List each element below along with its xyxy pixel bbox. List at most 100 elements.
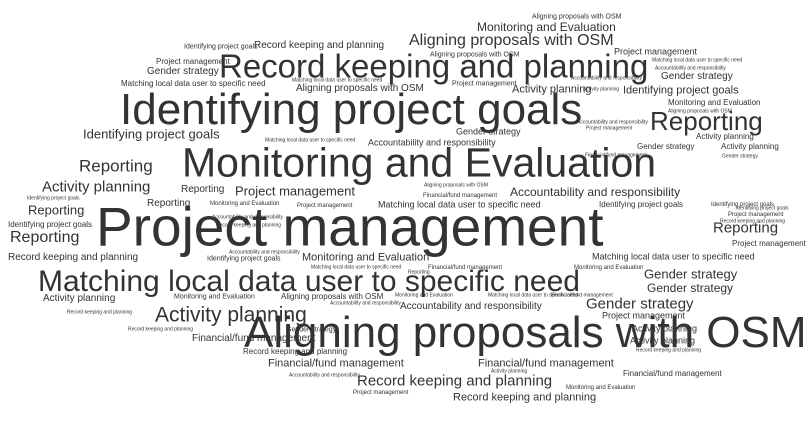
word: Record keeping and planning <box>357 372 553 390</box>
word: Accountability and responsibility <box>577 119 648 126</box>
word: Accountability and responsibility <box>655 65 726 72</box>
word: Financial/fund management <box>192 333 316 344</box>
word: Project management <box>353 390 409 396</box>
word: Record keeping and planning <box>8 252 139 263</box>
word: Gender strategy <box>286 326 337 334</box>
word: Project management <box>728 212 784 218</box>
word: Project management <box>156 57 230 66</box>
word: Matching local data user to specific nee… <box>265 137 356 144</box>
word: Record keeping and planning <box>128 326 194 333</box>
word: Financial/fund management <box>268 357 404 370</box>
word: Financial/fund management <box>585 152 647 159</box>
word: Matching local data user to specific nee… <box>592 251 755 262</box>
word: Accountability and responsibility <box>571 75 642 82</box>
word: Matching local data user to specific nee… <box>311 264 402 271</box>
word: Monitoring and Evaluation <box>668 98 761 107</box>
word: Matching local data user to specific nee… <box>38 265 580 298</box>
word: Activity planning <box>155 303 307 327</box>
word: Aligning proposals with OSM <box>668 108 732 115</box>
word: Activity planning <box>42 178 151 196</box>
word: Gender strategy <box>647 281 734 295</box>
word: Aligning proposals with OSM <box>281 292 384 301</box>
word: Gender strategy <box>722 153 758 160</box>
word: Matching local data user to specific nee… <box>488 292 579 299</box>
word: Record keeping and planning <box>254 40 385 51</box>
word: Matching local data user to specific nee… <box>378 199 541 210</box>
word: Project management <box>732 239 806 248</box>
word: Aligning proposals with OSM <box>409 32 614 49</box>
word: Activity planning <box>512 83 592 96</box>
word: Reporting <box>650 106 763 136</box>
word: Monitoring and Evaluation <box>182 139 657 186</box>
word: Identifying project goals <box>120 85 583 134</box>
word: Reporting <box>10 229 80 246</box>
word: Activity planning <box>491 368 528 375</box>
word: Record keeping and planning <box>67 309 133 316</box>
word: Financial/fund management <box>428 265 503 271</box>
word: Gender strategy <box>147 66 219 77</box>
word: Identifying project goals <box>736 205 789 212</box>
word: Record keeping and planning <box>219 47 649 85</box>
word: Reporting <box>181 184 225 195</box>
word: Monitoring and Evaluation <box>566 385 636 391</box>
word: Matching local data user to specific nee… <box>292 77 383 84</box>
word: Activity planning <box>721 142 779 151</box>
word: Record keeping and planning <box>636 347 702 354</box>
word: Aligning proposals with OSM <box>244 308 807 357</box>
word: Accountability and responsibility <box>510 185 681 199</box>
word: Financial/fund management <box>478 357 614 370</box>
word: Accountability and responsibility <box>330 300 401 307</box>
word: Financial/fund management <box>551 292 613 299</box>
word: Reporting <box>79 156 153 176</box>
word: Activity planning <box>43 293 116 304</box>
word: Identifying project goals <box>184 43 258 51</box>
word: Monitoring and Evaluation <box>302 251 430 264</box>
word: Gender strategy <box>637 142 695 151</box>
word: Identifying project goals <box>207 255 281 263</box>
word: Activity planning <box>696 132 754 141</box>
word: Project management <box>297 203 353 209</box>
word: Identifying project goals <box>27 195 80 202</box>
word: Monitoring and Evaluation <box>477 20 616 34</box>
word: Monitoring and Evaluation <box>395 292 453 299</box>
word: Accountability and responsibility <box>400 301 542 312</box>
word: Aligning proposals with OSM <box>424 182 488 189</box>
word: Gender strategy <box>661 71 733 82</box>
word: Gender strategy <box>586 295 694 313</box>
word: Identifying project goals <box>8 220 93 229</box>
word: Reporting <box>713 219 779 237</box>
word: Project management <box>602 310 686 321</box>
word: Monitoring and Evaluation <box>174 293 255 301</box>
word: Accountability and responsibility <box>229 249 300 256</box>
word: Reporting <box>147 198 191 209</box>
word: Identifying project goals <box>623 84 739 97</box>
word: Activity planning <box>632 323 698 334</box>
word: Project management <box>586 125 633 132</box>
word: Matching local data user to specific nee… <box>652 57 743 64</box>
word: Matching local data user to specific nee… <box>121 79 266 88</box>
word: Gender strategy <box>456 126 521 137</box>
word: Project management <box>96 195 604 258</box>
word: Project management <box>452 80 517 88</box>
word: Accountability and responsibility <box>368 137 496 148</box>
word: Activity planning <box>583 86 620 93</box>
word: Financial/fund management <box>423 193 498 199</box>
word: Reporting <box>408 269 430 276</box>
word: Project management <box>614 46 698 57</box>
word: Record keeping and planning <box>720 218 786 225</box>
word: Aligning proposals with OSM <box>532 13 622 21</box>
word: Record keeping and planning <box>453 391 597 404</box>
word: Monitoring and Evaluation <box>210 201 280 207</box>
word: Accountability and responsibility <box>212 214 283 221</box>
word: Project management <box>235 183 355 199</box>
word: Financial/fund management <box>623 369 722 378</box>
word: Gender strategy <box>644 266 738 282</box>
word: Identifying project goals <box>83 126 220 142</box>
word: Record keeping and planning <box>243 347 348 356</box>
word: Reporting <box>28 202 85 218</box>
word: Accountability and responsibility <box>289 372 360 379</box>
word: Aligning proposals with OSM <box>430 51 520 59</box>
word: Record keeping and planning <box>216 222 282 229</box>
word: Identifying project goals <box>711 202 775 208</box>
